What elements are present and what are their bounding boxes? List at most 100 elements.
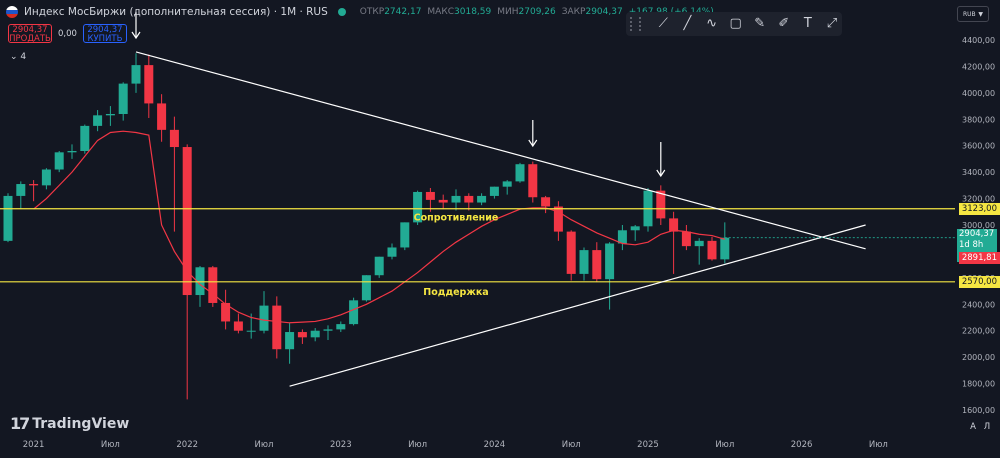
price-axis-label: 1600,00 [962,406,995,415]
price-axis-label: 2400,00 [962,300,995,309]
ohlc-high: МАКС3018,59 [427,7,492,17]
indicator-count: 4 [20,52,27,62]
chevron-down-icon: ▼ [978,11,983,18]
candle-body [694,240,704,247]
path-icon[interactable]: ∿ [706,16,717,31]
candle-body [195,267,205,296]
candle-body [553,206,563,232]
candle-body [374,256,384,276]
spread-value: 0,00 [58,28,77,39]
candle-countdown: 1d 8h [959,240,984,250]
candle-body [541,197,551,207]
drag-handle-icon[interactable] [630,17,642,31]
candle-body [336,324,346,330]
candle-body [400,222,410,248]
time-axis-label: Июл [715,440,734,450]
brush-icon[interactable]: ✎ [754,16,766,31]
chevron-down-icon: ⌄ [10,52,18,62]
candle-body [477,195,487,203]
log-scale-button[interactable]: Л [983,422,991,432]
candle-body [489,186,499,196]
price-axis-label: 2200,00 [962,327,995,336]
candle-body [720,237,730,260]
candle-body [29,184,39,186]
support-price-tag: 2570,00 [958,276,1000,288]
candle-body [144,65,154,104]
text-icon[interactable]: T [803,16,812,31]
time-axis-label: Июл [562,440,581,450]
time-axis-label: 2024 [484,440,506,450]
resistance-label: Сопротивление [414,213,499,224]
resistance-price-tag: 3123,00 [958,203,1000,215]
candle-body [67,151,77,153]
candle-body [80,125,90,151]
pencil-icon[interactable]: ✐ [778,16,790,31]
candle-body [438,199,448,203]
candle-body [605,243,615,280]
time-axis-label: 2022 [176,440,198,450]
candle-body [41,169,51,186]
time-axis-label: Июл [869,440,888,450]
candle-body [182,147,192,296]
buy-button[interactable]: 2904,37 КУПИТЬ [82,24,127,44]
currency-selector[interactable]: RUB ▼ [957,6,989,22]
ruler-icon[interactable]: ⤢ [826,16,838,31]
auto-scale-button[interactable]: A [970,422,976,432]
time-axis-label: Июл [101,440,120,450]
time-axis-label: 2026 [791,440,813,450]
price-axis-label: 4400,00 [962,36,995,45]
symbol-title[interactable]: Индекс МосБиржи (дополнительная сессия) … [24,6,328,18]
time-axis-label: 2025 [637,440,659,450]
candle-body [54,152,64,170]
candle-body [515,164,525,182]
indicators-toggle[interactable]: ⌄ 4 [10,52,26,62]
candle-body [361,275,371,301]
candle-body [669,218,679,232]
candle-body [528,164,538,198]
candle-body [656,190,666,219]
candle-body [208,267,218,303]
ray-icon[interactable]: ╱ [683,16,692,31]
candle-body [233,321,243,331]
drawing-toolbar: ⟋ ╱ ∿ ▢ ✎ ✐ T ⤢ [626,12,842,36]
candle-body [297,332,307,338]
support-label: Поддержка [423,287,488,298]
ohlc-close: ЗАКР2904,37 [561,7,623,17]
symbol-header: Индекс МосБиржи (дополнительная сессия) … [6,6,714,18]
down-arrow-head-icon [131,31,141,40]
ohlc-low: МИН2709,26 [497,7,556,17]
price-axis-label: 2000,00 [962,353,995,362]
price-axis-label: 3400,00 [962,168,995,177]
brand-name: TradingView [32,415,130,432]
trend-line-icon[interactable]: ⟋ [658,16,668,31]
sell-button[interactable]: 2904,37 ПРОДАТЬ [8,24,52,44]
candle-body [118,83,128,114]
candle-body [566,231,576,274]
price-axis-label: 1800,00 [962,380,995,389]
down-arrow-head-icon [528,139,538,148]
time-axis-label: Июл [408,440,427,450]
candle-body [323,329,333,331]
candle-body [272,305,282,350]
price-axis-label: 3000,00 [962,221,995,230]
candle-body [221,302,231,322]
candle-body [502,181,512,187]
price-axis-label: 3800,00 [962,115,995,124]
tradingview-logo[interactable]: 17 TradingView [10,414,129,433]
rectangle-icon[interactable]: ▢ [729,16,742,31]
candle-body [464,195,474,203]
tradingview-icon: 17 [10,414,30,433]
candle-body [169,129,179,148]
candle-body [413,191,423,223]
price-axis-label: 4200,00 [962,62,995,71]
candle-body [157,103,167,130]
currency-label: RUB [962,11,976,18]
market-status-icon [337,8,346,16]
candle-body [259,305,269,331]
candle-body [3,195,13,241]
current-price: 2904,37 [959,229,995,239]
candle-body [630,226,640,231]
ma-price-tag: 2891,81 [958,252,1000,264]
